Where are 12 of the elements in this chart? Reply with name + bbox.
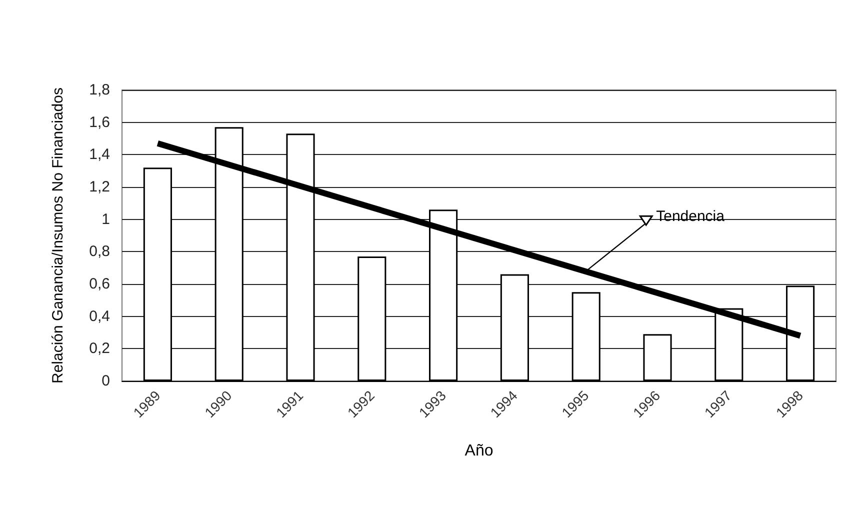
y-tick-label: 1 <box>102 210 110 228</box>
y-tick-label: 0,4 <box>89 308 110 325</box>
y-tick-label: 1,6 <box>89 114 110 131</box>
x-axis-title: Año <box>464 442 494 460</box>
y-tick-label: 1,8 <box>89 82 110 98</box>
y-tick-label: 1,4 <box>89 146 110 164</box>
y-tick-label: 0,2 <box>89 340 110 358</box>
y-axis-title: Relación Ganancia/Insumos No Financiados <box>50 88 66 384</box>
y-tick-label: 0,8 <box>89 243 110 260</box>
y-tick-label: 0,6 <box>89 276 110 292</box>
y-tick-label: 1,2 <box>89 178 110 196</box>
y-tick-label: 0 <box>102 372 110 390</box>
